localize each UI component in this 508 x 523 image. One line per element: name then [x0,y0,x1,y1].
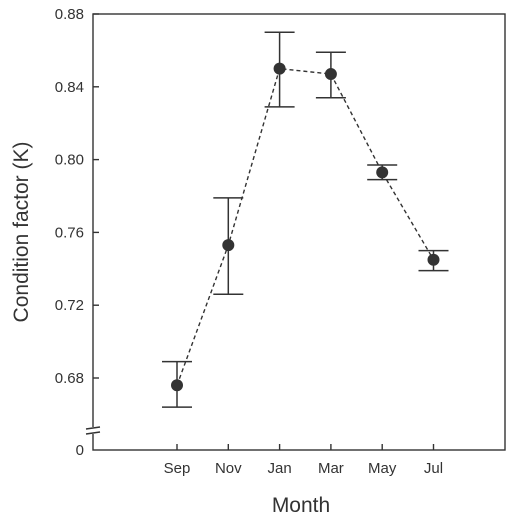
data-point [273,62,286,75]
y-origin-label: 0 [76,442,84,459]
x-tick-label: Mar [318,460,344,477]
trend-line [176,67,435,386]
x-tick-label: Sep [164,460,191,477]
x-axis-title: Month [272,494,330,517]
y-tick-label: 0.84 [55,79,84,96]
data-point [171,379,183,392]
data-point [376,166,389,179]
series-line [176,67,435,386]
x-tick-label: May [368,460,397,477]
data-point [324,68,337,81]
x-tick-label: Nov [215,460,242,477]
y-axis-ticks: 0.68 0.72 0.76 0.80 0.84 0.88 0 [55,6,99,459]
plot-frame [92,13,506,451]
data-point [222,239,235,252]
y-axis-title: Condition factor (K) [10,142,33,323]
x-tick-label: Jul [424,460,443,477]
axis-break-line [85,426,101,430]
axis-break-gap [89,427,97,434]
y-tick-label: 0.72 [55,297,84,314]
data-point [427,253,440,266]
y-tick-label: 0.80 [55,152,84,169]
y-tick-label: 0.76 [55,224,84,241]
y-tick-label: 0.68 [55,370,84,387]
data-points [171,62,440,392]
error-bars [162,31,449,408]
plot-border [92,13,506,451]
axis-break-line [85,431,101,435]
x-tick-label: Jan [268,460,292,477]
axis-break-mark [85,426,101,435]
x-axis-ticks: Sep Nov Jan Mar May Jul [164,444,443,477]
y-tick-label: 0.88 [55,6,84,23]
